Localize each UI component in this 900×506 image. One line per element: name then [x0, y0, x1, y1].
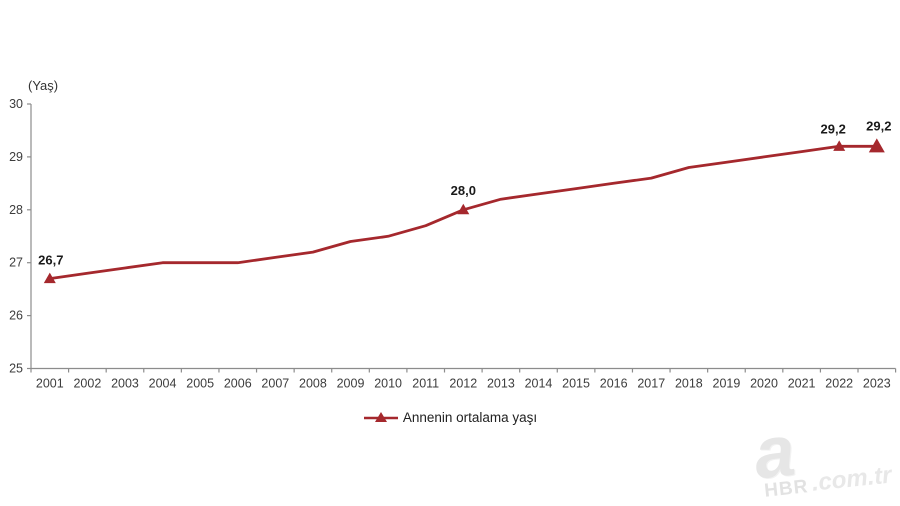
y-axis-tick-label: 27 — [9, 256, 23, 270]
legend: Annenin ortalama yaşı — [0, 410, 900, 425]
x-axis-year-label: 2010 — [374, 377, 402, 391]
x-axis-year-label: 2022 — [825, 377, 853, 391]
x-axis-year-label: 2006 — [224, 377, 252, 391]
legend-label: Annenin ortalama yaşı — [402, 410, 538, 425]
x-axis-year-label: 2018 — [675, 377, 703, 391]
x-axis-year-label: 2019 — [713, 377, 741, 391]
data-point-marker — [457, 203, 470, 215]
x-axis-year-label: 2009 — [337, 377, 365, 391]
data-point-label: 26,7 — [38, 253, 63, 268]
y-axis-tick-label: 30 — [9, 97, 23, 111]
data-point-marker — [833, 140, 846, 151]
x-axis-year-label: 2023 — [863, 377, 891, 391]
x-axis-year-label: 2014 — [525, 377, 553, 391]
y-axis-unit-label: (Yaş) — [28, 78, 59, 93]
x-axis-year-label: 2008 — [299, 377, 327, 391]
x-axis-year-label: 2004 — [149, 377, 177, 391]
y-axis-tick-label: 29 — [9, 150, 23, 164]
x-axis-year-label: 2002 — [73, 377, 101, 391]
x-axis-year-label: 2013 — [487, 377, 515, 391]
y-axis-tick-label: 26 — [9, 309, 23, 323]
x-axis-year-label: 2011 — [412, 377, 439, 391]
x-axis-year-label: 2020 — [750, 377, 778, 391]
y-axis-tick-label: 25 — [9, 362, 23, 376]
x-axis-year-label: 2021 — [788, 377, 816, 391]
x-axis-year-label: 2016 — [600, 377, 628, 391]
data-point-label: 29,2 — [866, 118, 891, 133]
data-point-label: 29,2 — [821, 121, 846, 136]
data-point-marker — [868, 138, 885, 153]
x-axis-year-label: 2015 — [562, 377, 590, 391]
x-axis-year-label: 2003 — [111, 377, 139, 391]
data-point-marker — [43, 272, 56, 284]
x-axis-year-label: 2017 — [637, 377, 665, 391]
x-axis-year-label: 2007 — [261, 377, 289, 391]
x-axis-year-label: 2012 — [449, 377, 477, 391]
data-point-label: 28,0 — [451, 183, 476, 198]
x-axis-year-label: 2001 — [36, 377, 64, 391]
legend-marker-icon — [363, 411, 398, 422]
y-axis-tick-label: 28 — [9, 203, 23, 217]
x-axis-year-label: 2005 — [186, 377, 214, 391]
